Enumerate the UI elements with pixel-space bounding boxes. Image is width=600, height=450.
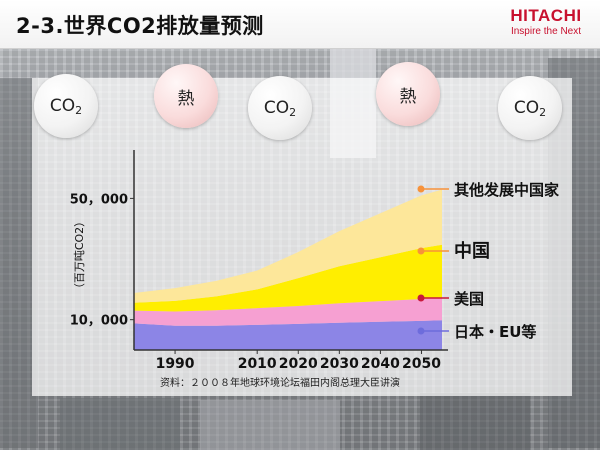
y-tick-label: 50，000: [70, 192, 128, 207]
y-axis-title: （百万吨CO2）: [73, 216, 86, 294]
building: [60, 398, 180, 450]
area-美国: [134, 297, 442, 326]
y-tick-label: 10，000: [70, 314, 128, 329]
hitachi-logo: HITACHI Inspire the Next: [502, 6, 590, 42]
bubble-subscript: 2: [289, 105, 297, 119]
co2-bubble: CO 2: [498, 76, 562, 140]
legend-marker-dot: [417, 294, 425, 302]
series-label: 其他发展中国家: [454, 181, 559, 199]
heat-bubble: 熱: [376, 62, 440, 126]
source-note: 资料：２００８年地球环境论坛福田内阁总理大臣讲演: [160, 376, 400, 389]
series-label: 日本・EU等: [454, 323, 536, 341]
legend-marker-dot: [417, 247, 425, 255]
logo-tagline: Inspire the Next: [510, 26, 582, 37]
co2-bubble: CO 2: [34, 74, 98, 138]
legend-marker-dot: [417, 327, 425, 335]
x-tick-label: 2020: [279, 356, 318, 372]
area-中国: [134, 244, 442, 312]
bubble-text: 熱: [177, 88, 195, 109]
bubble-text: CO: [49, 96, 76, 116]
x-tick-label: 2040: [361, 356, 400, 372]
series-label: 中国: [454, 240, 490, 262]
slide-title: 2-3.世界CO2排放量预测: [16, 14, 264, 38]
x-tick-label: 2050: [402, 356, 441, 372]
co2-bubble: CO 2: [248, 76, 312, 140]
logo-name: HITACHI: [510, 6, 582, 25]
bubble-text: 熱: [399, 86, 417, 107]
slide-header: 2-3.世界CO2排放量预测 HITACHI Inspire the Next: [0, 0, 600, 49]
area-日本・EU等: [134, 320, 442, 350]
bubble-text: CO: [513, 98, 540, 118]
legend-marker-dot: [417, 185, 425, 193]
building: [0, 78, 38, 448]
x-tick-label: 2010: [238, 356, 277, 372]
building: [200, 400, 340, 450]
bubble-subscript: 2: [539, 105, 547, 119]
bubble-text: CO: [263, 98, 290, 118]
bubble-subscript: 2: [75, 103, 83, 117]
x-tick-label: 2030: [320, 356, 359, 372]
series-label: 美国: [454, 290, 484, 308]
area-其他发展中国家: [134, 189, 442, 303]
x-tick-label: 1990: [156, 356, 195, 372]
heat-bubble: 熱: [154, 64, 218, 128]
building: [420, 393, 530, 450]
